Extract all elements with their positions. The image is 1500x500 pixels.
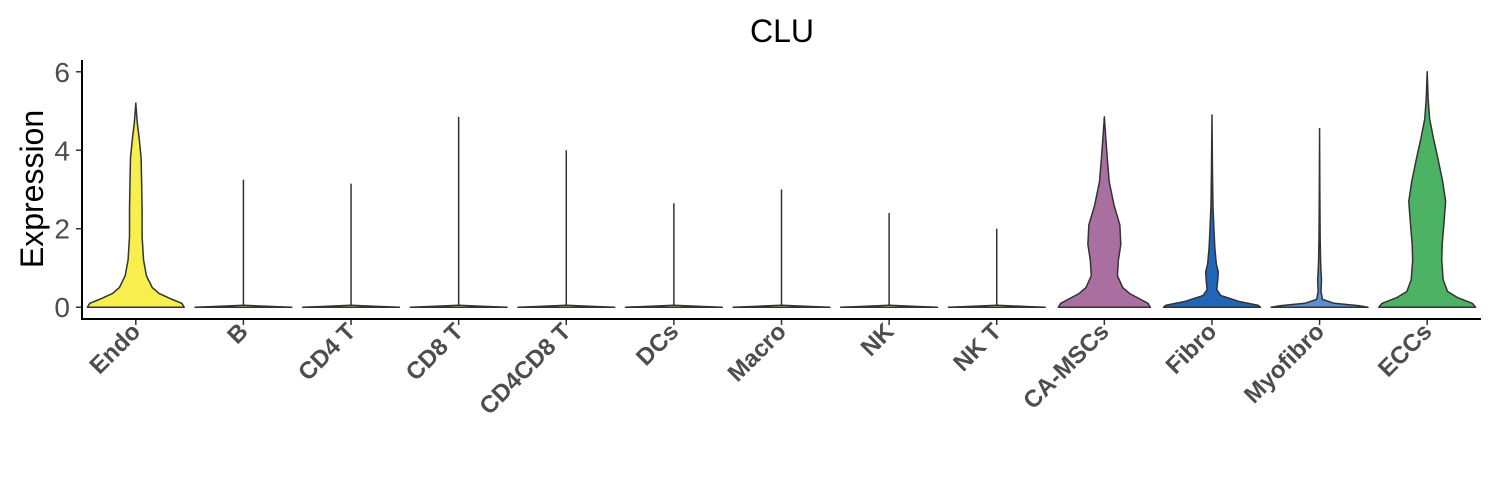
x-tick-label-macro: Macro	[723, 318, 792, 387]
y-tick-label: 4	[54, 135, 70, 166]
x-axis: Endo B CD4 T CD8 T CD4CD8 T DCs Macro NK NK T CA-…	[85, 318, 1438, 421]
violin-nk-t	[947, 304, 1046, 308]
x-tick-label-endo: Endo	[85, 318, 147, 380]
violin-macro	[732, 304, 831, 308]
y-tick-label: 0	[54, 292, 70, 323]
x-tick-label-dcs: DCs	[631, 318, 684, 371]
x-tick-label-myofibro: Myofibro	[1239, 318, 1330, 409]
violin-nk	[839, 304, 939, 308]
violin-eccs	[1378, 71, 1477, 308]
x-tick-label-cd8-t: CD8 T	[401, 318, 469, 386]
x-tick-label-nk: NK	[856, 318, 900, 362]
x-tick-label-cd4-t: CD4 T	[293, 318, 361, 386]
y-tick-label: 2	[54, 214, 70, 245]
violin-fibro	[1162, 114, 1262, 308]
x-tick-label-cd4cd8-t: CD4CD8 T	[474, 318, 576, 420]
x-tick-label-b: B	[222, 318, 253, 349]
x-tick-label-eccs: ECCs	[1373, 318, 1437, 382]
violin-myofibro	[1270, 127, 1369, 308]
violin-dcs	[624, 304, 724, 308]
chart-title: CLU	[750, 13, 814, 49]
violin-cd8-t	[409, 304, 508, 308]
violin-ca-mscs	[1057, 116, 1152, 308]
violins-layer	[86, 71, 1477, 308]
y-axis: 0 2 4 6	[54, 57, 82, 323]
y-axis-label: Expression	[14, 110, 50, 268]
violin-endo	[86, 102, 185, 308]
x-tick-label-nk-t: NK T	[948, 318, 1007, 377]
x-tick-label-ca-mscs: CA-MSCs	[1018, 318, 1114, 414]
violin-cd4cd8-t	[517, 304, 616, 308]
violin-b	[194, 304, 293, 308]
x-tick-label-fibro: Fibro	[1161, 318, 1223, 380]
y-tick-label: 6	[54, 57, 70, 88]
violin-cd4-t	[301, 304, 401, 308]
